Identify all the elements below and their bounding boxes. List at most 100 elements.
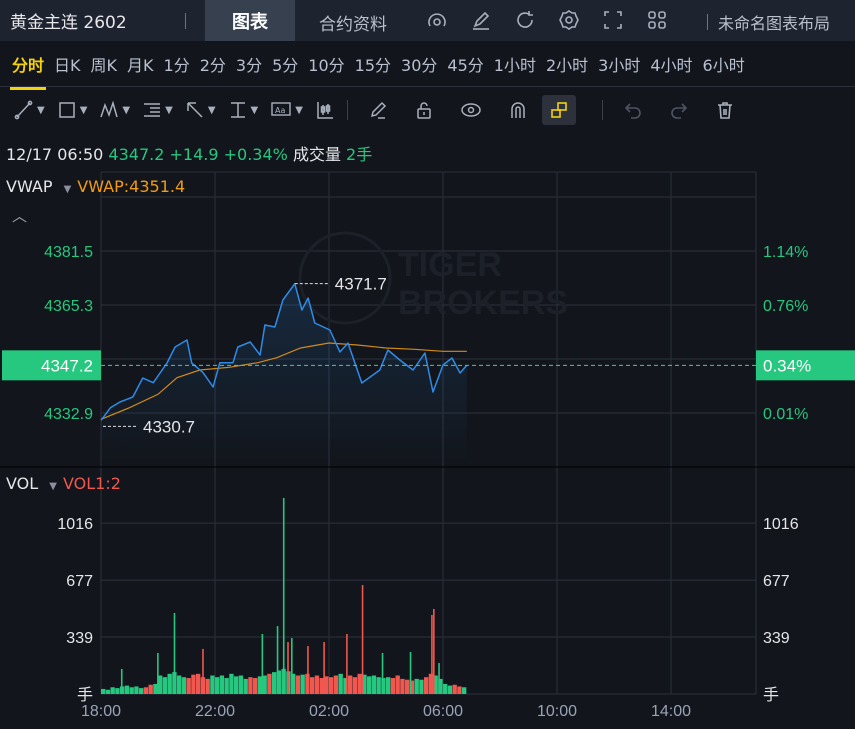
gauge-icon[interactable] [425,8,449,32]
volume-bar [157,652,159,694]
y-tick-label-right: 0.01% [763,406,808,423]
svg-text:Aa: Aa [275,106,285,115]
pattern-tool-icon[interactable]: ▼ [99,95,130,125]
vol-value: VOL1:2 [62,474,121,493]
period-tab[interactable]: 分时 [9,52,47,90]
divider [601,100,603,120]
period-tab[interactable]: 月K [127,55,154,75]
vol-tick-label-right: 677 [763,573,790,590]
undo-icon[interactable] [623,95,643,125]
price-line [100,282,468,421]
fullscreen-icon[interactable] [601,8,625,32]
period-tab[interactable]: 4小时 [650,55,693,75]
volume-bar [234,676,239,694]
volume-bar [173,612,176,694]
volume-bar [267,673,272,694]
volume-bar [205,678,210,694]
volume-bar [307,646,309,694]
period-tab[interactable]: 10分 [308,55,345,75]
rectangle-tool-icon[interactable]: ▼ [57,95,87,125]
period-tab[interactable]: 15分 [354,55,392,75]
volume-bar [282,497,285,694]
volume-bar [101,688,106,694]
watermark: TIGER [398,246,502,284]
volume-bar [215,677,220,694]
volume-bar [431,614,433,694]
period-tab[interactable]: 2分 [199,55,226,75]
volume-bar [424,677,429,694]
volume-bar [433,675,438,694]
period-tab[interactable]: 5分 [272,55,299,75]
line-tool-icon[interactable]: ▼ [14,95,45,125]
period-tab[interactable]: 日K [54,55,81,75]
volume-bar [253,678,258,694]
text-tool-icon[interactable]: Aa ▼ [270,95,303,125]
quote-volume: 2手 [346,145,373,164]
fibonacci-tool-icon[interactable]: ▼ [142,95,173,125]
arrow-tool-icon[interactable]: ▼ [185,95,216,125]
volume-bar [371,675,377,694]
volume-bar [357,673,362,694]
volume-bar [153,683,158,694]
vol-tick-label-left: 1016 [57,516,93,533]
volume-bar [186,678,191,694]
x-tick-label: 18:00 [81,703,121,720]
magnet-icon[interactable] [508,95,528,125]
volume-bar [162,677,168,694]
eye-icon[interactable] [460,95,482,125]
candle-tool-icon[interactable] [315,95,335,125]
volume-bar [390,678,396,694]
layout-name[interactable]: 未命名图表布局 [718,14,831,33]
indicator-vwap[interactable]: VWAP ▼ VWAP:4351.4 [6,177,186,196]
gear-icon[interactable] [557,8,581,32]
period-tab[interactable]: 3小时 [598,55,641,75]
grid-layout-icon[interactable] [645,8,669,32]
volume-bar [143,687,149,694]
unlock-icon[interactable] [414,95,434,125]
divider [185,12,186,29]
period-tab[interactable]: 2小时 [545,55,589,75]
vol-tick-label-right: 339 [763,630,790,647]
current-price-tag [2,350,101,381]
tab-contract-info[interactable]: 合约资料 [319,15,387,35]
link-icon[interactable] [541,95,576,125]
volume-bar [287,642,289,694]
volume-bar [386,677,391,694]
high-label: 4371.7 [335,275,387,294]
volume-bar [462,687,467,694]
volume-bar [177,675,182,694]
quote-change: +14.9 [169,145,219,164]
volume-bar [314,675,320,694]
volume-bar [338,673,343,694]
edit-icon[interactable] [469,8,493,32]
x-tick-label: 22:00 [195,703,235,720]
y-tick-label-left: 4332.9 [44,406,93,423]
indicator-vol[interactable]: VOL ▼ VOL1:2 [6,474,121,493]
period-tab[interactable]: 1小时 [493,55,536,75]
volume-bar [224,678,229,694]
trash-icon[interactable] [715,95,735,125]
period-tab[interactable]: 1分 [163,55,190,75]
tab-chart[interactable]: 图表 [205,0,295,41]
measure-tool-icon[interactable]: ▼ [228,95,258,125]
volume-label: 成交量 [292,145,341,164]
volume-bar [124,685,130,694]
period-tab[interactable]: 周K [90,55,118,75]
period-tab[interactable]: 45分 [447,55,484,75]
refresh-icon[interactable] [513,8,537,32]
period-tab[interactable]: 6小时 [702,55,745,75]
period-tab[interactable]: 30分 [401,55,438,75]
volume-bar [361,585,364,694]
top-bar: 黄金主连 2602 [0,0,855,41]
volume-bar [414,678,419,694]
volume-bar [376,677,381,694]
volume-bar [181,677,187,694]
watermark-logo-icon [298,231,392,325]
period-tab[interactable]: 3分 [235,55,263,75]
collapse-chevron-icon[interactable]: ︿ [12,207,28,225]
redo-icon[interactable] [669,95,689,125]
pencil-icon[interactable] [368,95,388,125]
price-area [101,283,467,467]
volume-bar [276,670,282,694]
